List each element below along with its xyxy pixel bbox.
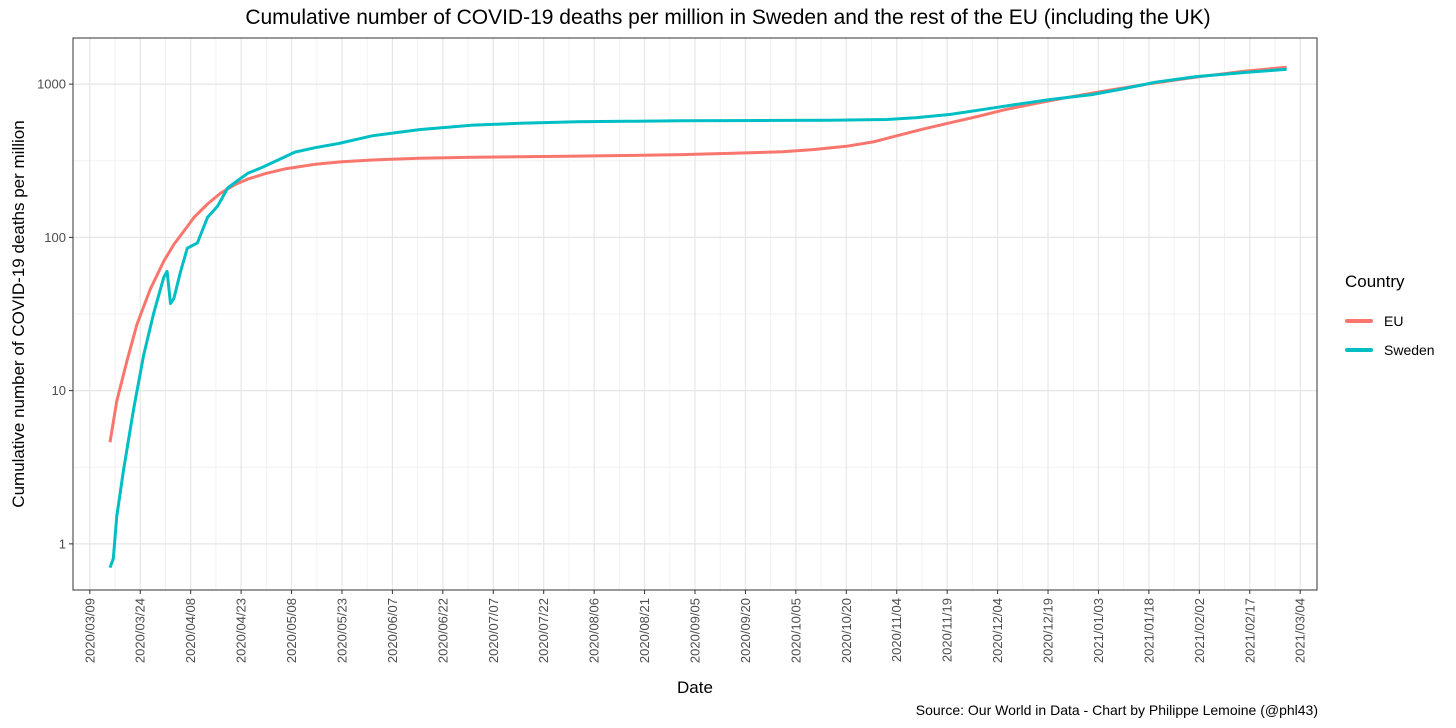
legend-title: Country (1345, 272, 1405, 291)
x-tick-label: 2020/06/07 (385, 598, 400, 663)
x-tick-label: 2020/09/05 (688, 598, 703, 663)
source-note: Source: Our World in Data - Chart by Phi… (915, 702, 1318, 718)
legend-item-eu: EU (1345, 306, 1435, 335)
chart-title: Cumulative number of COVID-19 deaths per… (245, 6, 1211, 29)
x-tick-label: 2020/07/07 (486, 598, 501, 663)
y-axis-title: Cumulative number of COVID-19 deaths per… (9, 120, 28, 507)
y-tick-label: 10 (52, 383, 66, 398)
series-layer (108, 65, 1287, 569)
x-tick-label: 2021/03/04 (1293, 598, 1308, 663)
x-tick-label: 2020/11/04 (889, 598, 904, 662)
legend-swatch-eu (1345, 318, 1373, 323)
x-tick-label: 2020/12/19 (1041, 598, 1056, 663)
series-line-sweden (108, 67, 1287, 569)
x-tick-label: 2020/12/04 (990, 598, 1005, 663)
grid-major-x (89, 38, 1301, 590)
y-tick-label: 100 (44, 230, 66, 245)
x-tick-label: 2020/08/21 (637, 598, 652, 663)
y-tick-label: 1 (59, 536, 66, 551)
x-tick-label: 2020/06/22 (435, 598, 450, 663)
x-tick-label: 2020/07/22 (536, 598, 551, 663)
x-tick-label: 2020/11/19 (940, 598, 955, 662)
x-tick-label: 2021/01/18 (1141, 598, 1156, 663)
x-axis-title: Date (677, 678, 713, 697)
x-tick-label: 2020/10/05 (788, 598, 803, 663)
x-axis: 2020/03/09 2020/03/24 2020/04/08 2020/04/23… (82, 590, 1308, 663)
series-line-eu (108, 65, 1287, 443)
x-tick-label: 2021/02/17 (1242, 598, 1257, 663)
legend: Country EU Sweden (1345, 272, 1435, 364)
legend-item-sweden: Sweden (1345, 335, 1435, 364)
legend-label-eu: EU (1384, 312, 1404, 329)
x-tick-label: 2020/03/09 (82, 598, 97, 663)
y-tick-label: 1000 (37, 77, 66, 92)
grid-minor-x (114, 38, 1276, 590)
legend-swatch-sweden (1345, 347, 1373, 352)
x-tick-label: 2020/05/08 (284, 598, 299, 663)
x-tick-label: 2021/01/03 (1091, 598, 1106, 663)
x-tick-label: 2020/08/06 (587, 598, 602, 663)
x-tick-label: 2020/04/23 (234, 598, 249, 663)
y-axis: 1 10 100 1000 (37, 77, 73, 551)
x-tick-label: 2020/10/20 (839, 598, 854, 663)
x-tick-label: 2020/03/24 (133, 598, 148, 663)
x-tick-label: 2021/02/02 (1192, 598, 1207, 663)
x-tick-label: 2020/05/23 (334, 598, 349, 663)
legend-label-sweden: Sweden (1384, 341, 1435, 358)
x-tick-label: 2020/04/08 (183, 598, 198, 663)
x-tick-label: 2020/09/20 (738, 598, 753, 663)
